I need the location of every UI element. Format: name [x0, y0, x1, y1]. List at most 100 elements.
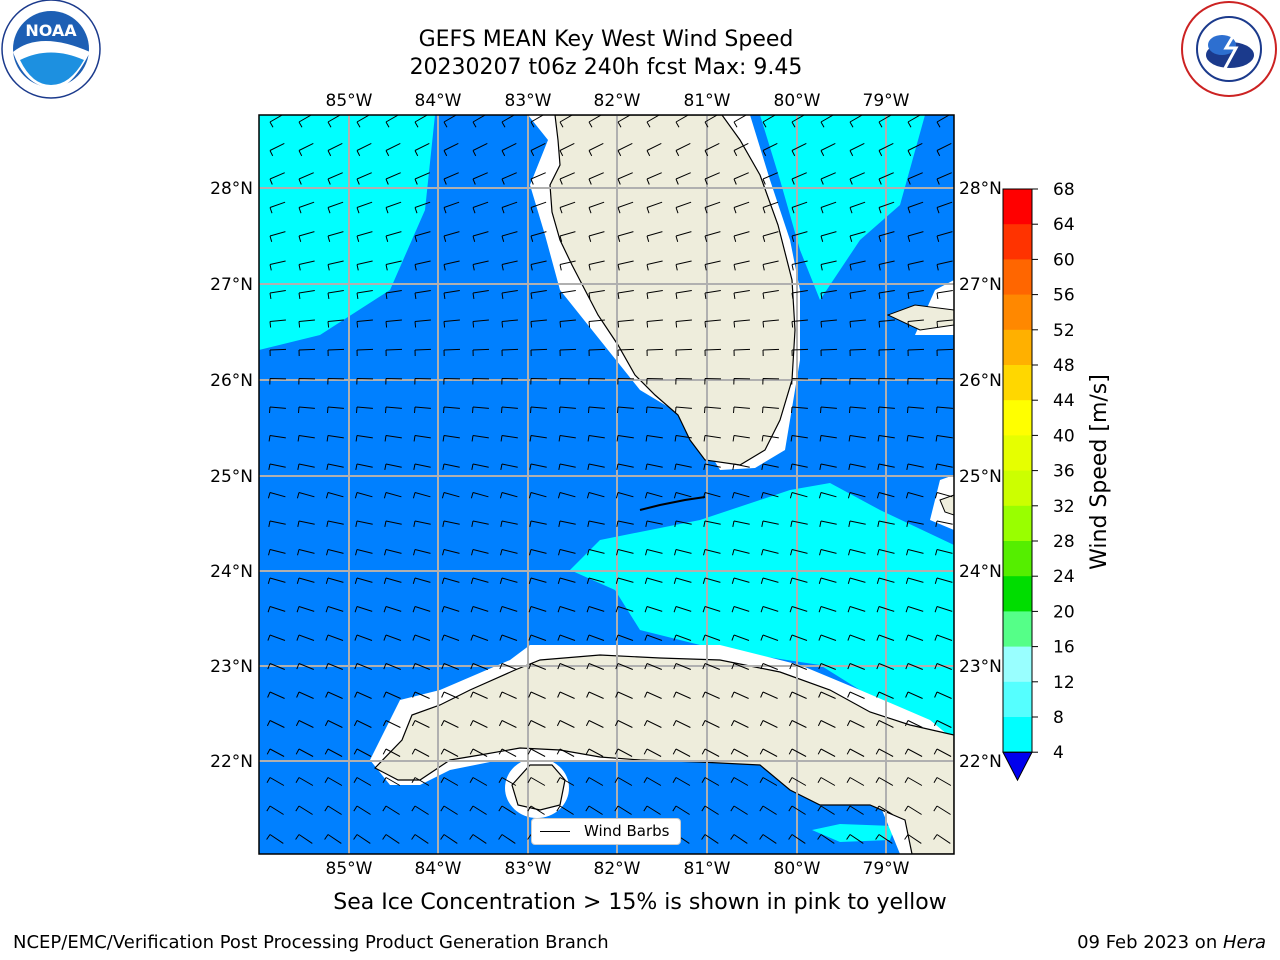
wind-barb [847, 663, 865, 670]
wind-barb [528, 577, 547, 584]
wind-barb [848, 463, 866, 470]
footer-credit: NCEP/EMC/Verification Post Processing Pr… [13, 932, 609, 953]
wind-barb [878, 319, 895, 328]
colorbar-segment [1003, 611, 1032, 648]
lon-label-bottom: 82°W [594, 859, 641, 879]
wind-barb [586, 634, 605, 641]
wind-barb [498, 805, 516, 815]
wind-barb [382, 777, 401, 786]
wind-barb [646, 319, 663, 328]
wind-barb [295, 777, 314, 786]
wind-barb [875, 748, 894, 757]
wind-barb [298, 406, 315, 414]
wind-barb [559, 406, 576, 414]
wind-barb [472, 319, 489, 328]
wind-barb [820, 260, 837, 271]
wind-barb [411, 748, 430, 757]
wind-barb [936, 406, 953, 414]
wind-barb [269, 406, 286, 414]
wind-barb [412, 663, 430, 670]
wind-barb [297, 520, 315, 527]
wind-barb [414, 172, 430, 185]
wind-barb [558, 520, 576, 527]
wind-barb [733, 231, 750, 242]
wind-barb [528, 663, 546, 670]
wind-barb [673, 634, 692, 641]
wind-barb [472, 201, 489, 214]
wind-barb [442, 435, 460, 442]
wind-barb [588, 172, 604, 185]
wind-barb [702, 492, 721, 499]
wind-barb [356, 406, 373, 414]
wind-barb [617, 406, 634, 414]
wind-barb [762, 406, 779, 414]
wind-barb [385, 406, 402, 414]
wind-barb [527, 720, 546, 728]
wind-barb [559, 201, 576, 214]
wind-barb [327, 201, 344, 214]
wind-barb [733, 201, 750, 214]
colorbar-tick-label: 36 [1053, 462, 1075, 482]
wind-barb [269, 378, 287, 385]
wind-barb [646, 201, 663, 214]
wind-barb [354, 577, 373, 584]
wind-barb [877, 549, 895, 556]
colorbar-tick-label: 24 [1053, 567, 1075, 587]
wind-barb [818, 663, 836, 670]
wind-barb [355, 520, 373, 527]
wind-barb [849, 260, 866, 271]
lat-label-left: 27°N [210, 275, 253, 295]
wind-barb [267, 577, 286, 584]
wind-barb [847, 691, 865, 699]
wind-barb [269, 231, 286, 242]
wind-barb [442, 549, 460, 556]
wind-barb [847, 492, 866, 499]
wind-barb [586, 492, 605, 499]
wind-barb [935, 549, 953, 556]
colorbar-segment [1003, 646, 1032, 683]
wind-barb [327, 172, 343, 185]
wind-barb [846, 748, 865, 757]
wind-barb [267, 663, 285, 670]
wind-barb [530, 290, 547, 299]
wind-barb [498, 834, 516, 844]
wind-barb [382, 834, 400, 844]
wind-barb [761, 435, 779, 442]
nws-logo [1181, 1, 1277, 97]
wind-barb [933, 720, 952, 728]
wind-barb [411, 720, 430, 728]
lat-label-left: 22°N [210, 752, 253, 772]
wind-barb [849, 406, 866, 414]
wind-barb [617, 319, 634, 328]
wind-barb [443, 142, 459, 157]
wind-barb [356, 172, 372, 185]
wind-barb [936, 260, 953, 271]
wind-barb [675, 201, 692, 214]
wind-barb [268, 549, 286, 556]
wind-barb [441, 691, 459, 699]
wind-barb [672, 805, 690, 815]
wind-barb [673, 606, 692, 613]
wind-barb [672, 777, 691, 786]
wind-barb [470, 634, 489, 641]
wind-barb [762, 290, 779, 299]
wind-barb [732, 463, 750, 470]
wind-barb [356, 348, 374, 357]
wind-barb [501, 290, 518, 299]
wind-barb [356, 319, 373, 328]
wind-barb [673, 492, 692, 499]
wind-barb [385, 290, 402, 299]
wind-barb [761, 463, 779, 470]
wind-barb [501, 348, 519, 357]
wind-barb [557, 634, 576, 641]
colorbar-tick-label: 60 [1053, 250, 1075, 270]
wind-barb [296, 691, 314, 699]
wind-barb [556, 777, 575, 786]
wind-barb [384, 549, 402, 556]
wind-barb [646, 172, 662, 185]
wind-barb [355, 463, 373, 470]
wind-barb [443, 348, 461, 357]
wind-barb [326, 435, 344, 442]
wind-barb [385, 201, 402, 214]
wind-barb [759, 777, 778, 786]
